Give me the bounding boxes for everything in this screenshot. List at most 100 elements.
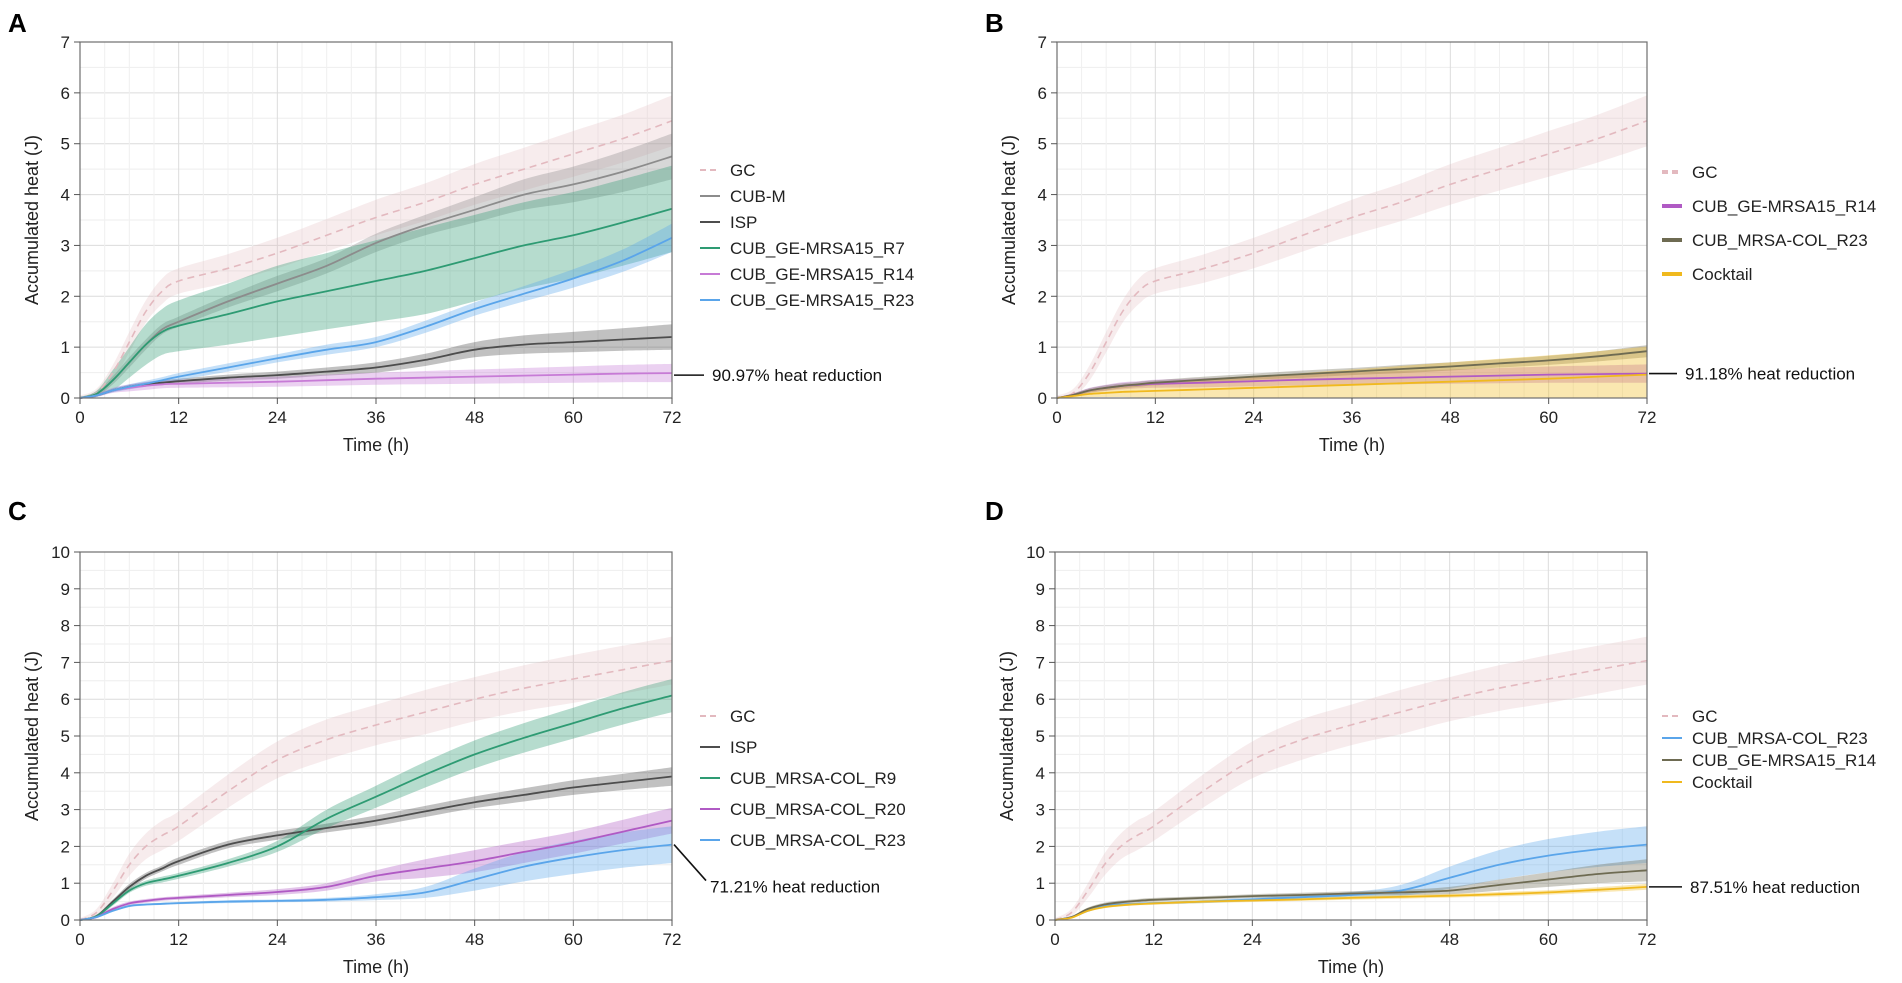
- band-cub-mrsa-col-r23: [1055, 826, 1647, 920]
- y-axis-title-d: Accumulated heat (J): [997, 651, 1017, 821]
- band-cub-ge-mrsa15-r14: [80, 363, 672, 398]
- y-tick-label: 5: [1036, 727, 1045, 746]
- y-tick-label: 0: [1036, 911, 1045, 930]
- series-line-cub-ge-mrsa15-r7: [79, 207, 673, 399]
- annotation-text: 71.21% heat reduction: [710, 878, 880, 897]
- band-cub-mrsa-col-r23: [80, 826, 672, 920]
- y-tick-label: 2: [1038, 287, 1047, 306]
- x-tick-label: 72: [1638, 930, 1657, 949]
- y-tick-label: 9: [1036, 580, 1045, 599]
- y-tick-label: 7: [1038, 33, 1047, 52]
- y-tick-label: 6: [61, 690, 70, 709]
- band-gc: [1055, 636, 1647, 920]
- y-tick-label: 5: [1038, 135, 1047, 154]
- legend-label-cub-mrsa-col-r20: CUB_MRSA-COL_R20: [730, 800, 906, 819]
- series-line-gc: [1054, 659, 1648, 921]
- series-line-gc: [79, 659, 673, 921]
- x-tick-label: 12: [169, 408, 188, 427]
- grid-c: [79, 551, 673, 921]
- y-tick-label: 3: [61, 236, 70, 255]
- y-tick-label: 6: [1036, 690, 1045, 709]
- panel-letter-d: D: [985, 496, 1004, 526]
- band-gc: [1057, 95, 1647, 399]
- y-tick-label: 8: [61, 617, 70, 636]
- legend-label-gc: GC: [730, 161, 756, 180]
- x-tick-label: 36: [1342, 930, 1361, 949]
- legend-c: GC ISP CUB_MRSA-COL_R9 CUB_MRSA-COL_R20 CUB_…: [700, 707, 906, 850]
- y-tick-label: 1: [1036, 874, 1045, 893]
- x-tick-label: 36: [367, 408, 386, 427]
- annotation-leader: [673, 844, 707, 882]
- y-axis-title-c: Accumulated heat (J): [22, 651, 42, 821]
- series-line-cub-ge-mrsa15-r23: [79, 236, 673, 399]
- y-tick-label: 4: [1036, 764, 1045, 783]
- band-gc: [80, 95, 672, 399]
- x-tick-label: 48: [1440, 930, 1459, 949]
- y-tick-label: 3: [61, 801, 70, 820]
- y-tick-label: 7: [1036, 653, 1045, 672]
- y-tick-label: 1: [61, 338, 70, 357]
- y-tick-label: 7: [61, 33, 70, 52]
- x-tick-label: 12: [1144, 930, 1163, 949]
- series-line-isp: [79, 775, 673, 921]
- x-tick-label: 24: [1244, 408, 1263, 427]
- y-tick-label: 2: [61, 287, 70, 306]
- series-line-cub-ge-mrsa15-r14: [1054, 869, 1648, 921]
- series-line-cocktail: [1056, 373, 1648, 399]
- x-tick-label: 72: [663, 408, 682, 427]
- y-tick-label: 4: [61, 186, 70, 205]
- legend-label-gc: GC: [1692, 707, 1718, 726]
- lines-a: [79, 120, 673, 399]
- panel-letter-a: A: [8, 8, 27, 38]
- y-tick-label: 2: [61, 837, 70, 856]
- y-tick-label: 4: [61, 764, 70, 783]
- legend-label-cub-m: CUB-M: [730, 187, 786, 206]
- legend-label-cocktail: Cocktail: [1692, 265, 1752, 284]
- x-tick-label: 72: [663, 930, 682, 949]
- x-tick-label: 12: [1146, 408, 1165, 427]
- legend-label-cub-mrsa-col-r9: CUB_MRSA-COL_R9: [730, 769, 896, 788]
- x-axis-title-a: Time (h): [343, 435, 409, 455]
- legend-label-cub-mrsa-col-r23: CUB_MRSA-COL_R23: [730, 831, 906, 850]
- x-tick-label: 60: [1539, 930, 1558, 949]
- legend-label-cub-ge-mrsa15-r14: CUB_GE-MRSA15_R14: [730, 265, 914, 284]
- lines-d: [1054, 659, 1648, 921]
- x-tick-label: 36: [367, 930, 386, 949]
- legend-label-isp: ISP: [730, 213, 757, 232]
- x-tick-label: 0: [75, 930, 84, 949]
- x-tick-label: 48: [1441, 408, 1460, 427]
- series-line-cocktail: [1054, 886, 1648, 921]
- y-tick-label: 0: [1038, 389, 1047, 408]
- annotation-text: 91.18% heat reduction: [1685, 365, 1855, 384]
- panel-letter-c: C: [8, 496, 27, 526]
- y-tick-label: 1: [61, 874, 70, 893]
- x-tick-label: 48: [465, 408, 484, 427]
- annotation-c: 71.21% heat reduction: [673, 844, 880, 897]
- y-tick-label: 6: [61, 84, 70, 103]
- annotation-text: 90.97% heat reduction: [712, 366, 882, 385]
- legend-a: GC CUB-M ISP CUB_GE-MRSA15_R7 CUB_GE-MRSA15_…: [700, 161, 914, 310]
- annotation-text: 87.51% heat reduction: [1690, 878, 1860, 897]
- y-tick-label: 0: [61, 911, 70, 930]
- legend-label-cocktail: Cocktail: [1692, 773, 1752, 792]
- annotation-a: 90.97% heat reduction: [674, 366, 882, 385]
- y-tick-label: 0: [61, 389, 70, 408]
- series-line-cub-mrsa-col-r9: [79, 694, 673, 921]
- x-axis-title-b: Time (h): [1319, 435, 1385, 455]
- band-cub-mrsa-col-r9: [80, 679, 672, 920]
- lines-b: [1056, 120, 1648, 399]
- x-tick-label: 60: [1539, 408, 1558, 427]
- x-tick-label: 36: [1343, 408, 1362, 427]
- x-tick-label: 0: [75, 408, 84, 427]
- legend-label-gc: GC: [1692, 163, 1718, 182]
- legend-label-cub-mrsa-col-r23: CUB_MRSA-COL_R23: [1692, 231, 1868, 250]
- x-tick-label: 48: [465, 930, 484, 949]
- band-isp: [80, 324, 672, 398]
- band-gc: [80, 636, 672, 920]
